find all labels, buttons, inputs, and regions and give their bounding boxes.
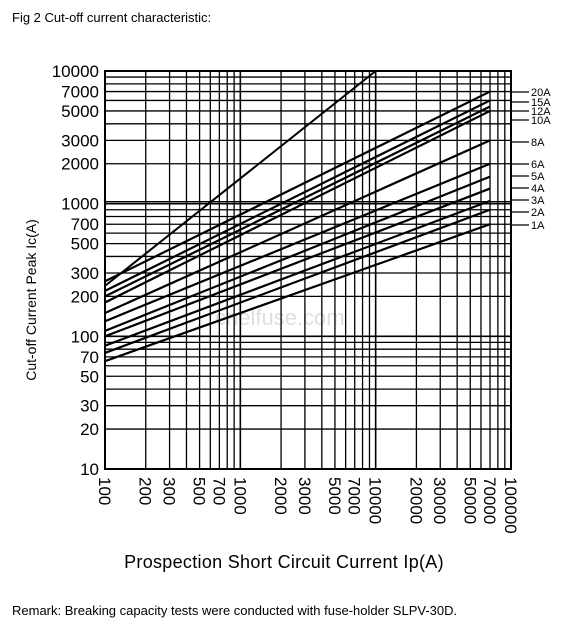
x-tick-label: 5000 [325, 477, 344, 515]
x-tick-label: 100000 [501, 477, 520, 534]
x-tick-label: 500 [190, 477, 209, 505]
series-line-10A [104, 109, 491, 304]
plot-border [104, 70, 512, 470]
series-line-12A [104, 105, 491, 298]
y-tick-label: 2000 [61, 155, 99, 174]
y-tick-label: 10000 [52, 62, 99, 81]
y-tick-label: 1000 [61, 195, 99, 214]
series-label-15A: 15A [531, 97, 551, 109]
reference-line-group [104, 70, 377, 287]
x-tick-label: 30000 [430, 477, 449, 524]
y-tick-label: 50 [80, 367, 99, 386]
x-tick-label: 200 [136, 477, 155, 505]
x-tick-label: 70000 [480, 477, 499, 524]
y-tick-label: 300 [71, 264, 99, 283]
y-tick-label: 200 [71, 287, 99, 306]
series-label-4A: 4A [531, 183, 545, 195]
x-tick-label: 3000 [295, 477, 314, 515]
y-tick-label: 30 [80, 397, 99, 416]
y-tick-label: 10 [80, 460, 99, 479]
x-tick-label: 50000 [460, 477, 479, 524]
series-label-2A: 2A [531, 207, 545, 219]
y-tick-label: 500 [71, 235, 99, 254]
series-label-5A: 5A [531, 171, 545, 183]
x-tick-label: 1000 [230, 477, 249, 515]
series-line-3A [104, 199, 491, 347]
curves [104, 90, 491, 363]
y-tick-label: 5000 [61, 102, 99, 121]
x-tick-label: 20000 [406, 477, 425, 524]
series-line-8A [104, 139, 491, 314]
series-line-20A [104, 90, 491, 283]
x-tick-label: 7000 [345, 477, 364, 515]
series-line-4A [104, 187, 491, 338]
series-label-1A: 1A [531, 220, 545, 232]
remark-text: Remark: Breaking capacity tests were con… [12, 603, 458, 618]
y-tick-label: 700 [71, 215, 99, 234]
x-tick-label: 10000 [366, 477, 385, 524]
series-label-6A: 6A [531, 159, 545, 171]
y-axis-label: Cut-off Current Peak Ic(A) [23, 219, 39, 381]
y-axis-label-group: Cut-off Current Peak Ic(A) [23, 219, 39, 381]
figure-title: Fig 2 Cut-off current characteristic: [12, 10, 212, 25]
series-label-8A: 8A [531, 137, 545, 149]
y-tick-label: 20 [80, 420, 99, 439]
y-tick-label: 100 [71, 327, 99, 346]
series-line-5A [104, 175, 491, 332]
plot-frame [104, 70, 512, 470]
x-tick-label: 300 [160, 477, 179, 505]
series-label-12A: 12A [531, 106, 551, 118]
y-tick-label: 3000 [61, 131, 99, 150]
x-tick-label: 700 [209, 477, 228, 505]
x-tick-label: 2000 [271, 477, 290, 515]
series-line-6A [104, 162, 491, 323]
series-label-20A: 20A [531, 87, 551, 99]
x-axis-label: Prospection Short Circuit Current Ip(A) [124, 552, 444, 572]
x-tick-label: 100 [95, 477, 114, 505]
y-tick-label: 70 [80, 348, 99, 367]
series-line-2A [104, 208, 491, 354]
series-line-1A [104, 223, 491, 363]
y-tick-label: 7000 [61, 83, 99, 102]
series-label-10A: 10A [531, 115, 551, 127]
series-line-15A [104, 99, 491, 292]
watermark: cnelfuse.com [215, 305, 345, 330]
x-tick-labels: 100 200 300 500 700 1000 2000 3000 5000 7000 10000… [95, 477, 520, 534]
series-label-3A: 3A [531, 195, 545, 207]
reference-line [104, 70, 377, 287]
